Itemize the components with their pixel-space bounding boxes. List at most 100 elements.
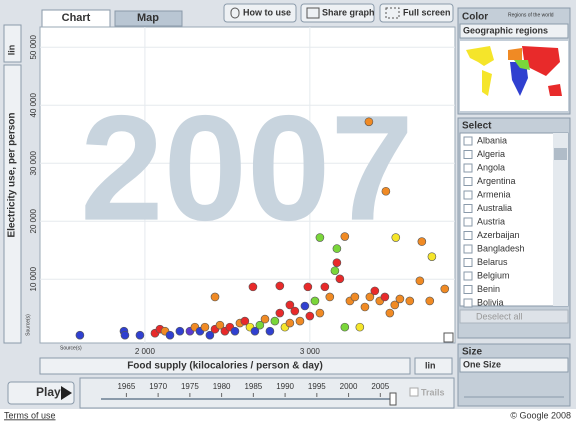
y-tick-label: 30 000	[29, 150, 38, 175]
plot-area	[39, 26, 456, 344]
data-point	[310, 296, 320, 306]
country-checkbox[interactable]	[463, 177, 473, 186]
country-checkbox[interactable]	[463, 231, 473, 240]
x-axis-label[interactable]: Food supply (kilocalories / person & day…	[127, 361, 323, 372]
country-checkbox[interactable]	[463, 258, 473, 267]
country-name[interactable]: Australia	[477, 203, 512, 213]
terms-link[interactable]: Terms of use	[4, 410, 56, 420]
data-point	[320, 282, 330, 292]
y-scale[interactable]: lin	[6, 45, 16, 56]
play-label[interactable]: Play	[36, 385, 61, 399]
country-list	[459, 132, 569, 307]
country-name[interactable]: Austria	[477, 216, 505, 226]
time-slider-handle[interactable]	[389, 392, 397, 406]
country-name[interactable]: Albania	[477, 135, 507, 145]
scroll-thumb[interactable]	[554, 148, 567, 160]
y-tick-label: 10 000	[29, 266, 38, 291]
icon	[230, 7, 240, 19]
data-point	[295, 316, 305, 326]
data-point	[175, 326, 185, 336]
x-indicator-select[interactable]	[39, 357, 411, 375]
data-point	[255, 320, 265, 330]
country-checkbox[interactable]	[463, 271, 473, 281]
data-point	[210, 292, 220, 302]
data-point	[260, 314, 270, 324]
country-name[interactable]: Angola	[477, 162, 505, 172]
data-point	[270, 316, 280, 326]
map-tab[interactable]	[114, 10, 183, 27]
map-title: Regions of the world	[508, 12, 554, 18]
year-label: 2005	[371, 382, 389, 391]
region-europe	[508, 48, 522, 60]
country-checkbox[interactable]	[463, 204, 473, 213]
data-point	[440, 284, 450, 294]
footer-bar	[0, 409, 576, 425]
region-asia	[522, 46, 562, 96]
data-point	[380, 292, 390, 302]
data-point	[417, 237, 427, 246]
country-checkbox[interactable]	[463, 190, 473, 200]
button-label[interactable]: Share graph	[322, 7, 375, 17]
data-point	[330, 266, 340, 276]
trails-label[interactable]: Trails	[421, 387, 445, 397]
data-point	[120, 330, 130, 340]
tab-label[interactable]: Map	[137, 12, 159, 24]
size-select[interactable]	[459, 357, 569, 373]
y-axis-label[interactable]: Electricity use, per person	[7, 112, 18, 237]
country-name[interactable]: Algeria	[477, 149, 505, 159]
data-point	[250, 326, 260, 336]
scrollbar[interactable]	[553, 133, 568, 306]
data-point	[205, 330, 215, 340]
deselect-label[interactable]: Deselect all	[476, 311, 523, 321]
year-label: 1980	[213, 382, 231, 391]
data-point	[415, 276, 425, 286]
country-checkbox[interactable]	[463, 298, 473, 308]
x-scale-select[interactable]	[414, 357, 453, 375]
deselect-button[interactable]	[459, 309, 569, 324]
country-name[interactable]: Benin	[477, 284, 500, 294]
button-label[interactable]: Full screen	[403, 7, 451, 17]
color-select[interactable]	[459, 23, 569, 39]
icon	[306, 7, 320, 19]
data-point	[265, 326, 275, 336]
data-point	[390, 300, 400, 310]
country-name[interactable]: Argentina	[477, 176, 516, 186]
y-indicator-select[interactable]	[3, 64, 22, 344]
data-point	[240, 316, 250, 326]
region-middle-east	[514, 60, 530, 70]
data-point	[391, 233, 401, 242]
source-link[interactable]: Source(s)	[25, 314, 31, 336]
country-checkbox[interactable]	[463, 136, 473, 146]
data-point	[303, 282, 313, 292]
button[interactable]	[223, 3, 297, 23]
trails-checkbox[interactable]	[409, 387, 419, 397]
size-selected[interactable]: One Size	[463, 359, 501, 369]
country-name[interactable]: Bolivia	[477, 297, 504, 307]
year-label: 2000	[340, 382, 358, 391]
country-checkbox[interactable]	[463, 244, 473, 254]
x-scale[interactable]: lin	[425, 360, 436, 370]
country-checkbox[interactable]	[463, 217, 473, 227]
country-name[interactable]: Armenia	[477, 189, 511, 199]
country-name[interactable]: Azerbaijan	[477, 230, 520, 240]
data-point	[305, 311, 315, 321]
y-scale-select[interactable]	[3, 24, 22, 63]
country-checkbox[interactable]	[463, 285, 473, 294]
data-point	[200, 322, 210, 332]
timeline	[79, 377, 455, 409]
tab-label[interactable]: Chart	[62, 12, 91, 24]
country-checkbox[interactable]	[463, 150, 473, 159]
year-label: 1975	[181, 382, 199, 391]
country-checkbox[interactable]	[463, 163, 473, 173]
play-button[interactable]	[7, 381, 75, 405]
color-selected[interactable]: Geographic regions	[463, 25, 548, 35]
country-name[interactable]: Belarus	[477, 257, 508, 267]
button-label[interactable]: How to use	[243, 7, 291, 17]
year-label: 1995	[308, 382, 326, 391]
country-name[interactable]: Bangladesh	[477, 243, 525, 253]
source-link[interactable]: Source(s)	[60, 345, 82, 351]
data-point	[315, 308, 325, 318]
x-tick-label: 2 000	[135, 347, 156, 356]
data-point	[230, 326, 240, 336]
country-name[interactable]: Belgium	[477, 270, 510, 280]
